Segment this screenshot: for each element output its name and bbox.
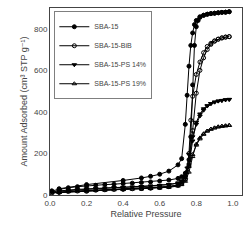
svg-text:SBA-15-PS 14%: SBA-15-PS 14%: [94, 61, 146, 68]
svg-text:400: 400: [34, 108, 48, 117]
svg-text:Amount Adsorbed (cm³ STP g⁻¹): Amount Adsorbed (cm³ STP g⁻¹): [19, 36, 29, 166]
svg-text:SBA-15-BiB: SBA-15-BiB: [94, 42, 132, 49]
svg-text:0.2: 0.2: [81, 199, 93, 208]
svg-text:0.0: 0.0: [44, 199, 56, 208]
svg-text:0.6: 0.6: [154, 199, 166, 208]
svg-text:600: 600: [34, 66, 48, 75]
svg-text:0: 0: [43, 191, 48, 200]
svg-text:1.0: 1.0: [227, 199, 239, 208]
svg-text:0.4: 0.4: [118, 199, 130, 208]
svg-text:0.8: 0.8: [191, 199, 203, 208]
svg-text:800: 800: [34, 25, 48, 34]
svg-text:SBA-15: SBA-15: [94, 23, 118, 30]
svg-text:Relative Pressure: Relative Pressure: [110, 209, 181, 219]
svg-text:200: 200: [34, 149, 48, 158]
svg-text:SBA-15-PS 19%: SBA-15-PS 19%: [94, 80, 146, 87]
